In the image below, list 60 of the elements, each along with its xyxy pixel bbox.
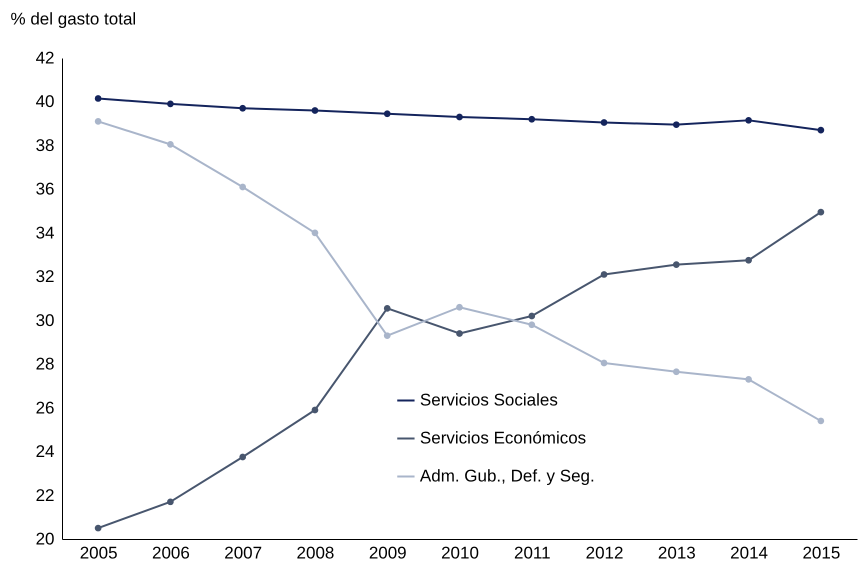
x-tick-label: 2011 bbox=[514, 544, 551, 562]
x-tick-label: 2005 bbox=[80, 544, 118, 562]
point bbox=[528, 312, 536, 320]
x-tick-label: 2013 bbox=[658, 544, 696, 562]
point bbox=[672, 121, 680, 128]
point bbox=[745, 256, 752, 264]
x-tick-label: 2006 bbox=[152, 544, 190, 562]
y-tick-label: 26 bbox=[36, 398, 54, 418]
point bbox=[239, 104, 246, 112]
point bbox=[818, 126, 824, 134]
x-tick-label: 2008 bbox=[296, 544, 334, 562]
point bbox=[456, 330, 463, 337]
point bbox=[94, 95, 102, 102]
x-tick-label: 2012 bbox=[586, 544, 624, 562]
point bbox=[167, 498, 174, 506]
point bbox=[745, 116, 752, 124]
x-tick-label: 2009 bbox=[368, 544, 407, 562]
point bbox=[312, 107, 318, 114]
y-tick-label: 34 bbox=[36, 223, 54, 242]
point bbox=[818, 208, 824, 216]
point bbox=[384, 332, 391, 340]
point bbox=[312, 406, 318, 414]
point bbox=[239, 454, 246, 460]
legend-label: Servicios Económicos bbox=[420, 428, 586, 448]
x-tick-label: 2014 bbox=[730, 544, 768, 562]
point bbox=[239, 184, 246, 190]
point bbox=[94, 118, 102, 125]
point bbox=[528, 116, 536, 123]
y-tick-label: 38 bbox=[36, 136, 54, 155]
point bbox=[312, 230, 318, 236]
point bbox=[600, 119, 608, 126]
legend-label: Adm. Gub., Def. y Seg. bbox=[420, 466, 595, 486]
point bbox=[167, 141, 174, 148]
y-tick-label: 42 bbox=[36, 48, 54, 68]
point bbox=[745, 376, 752, 383]
x-tick-label: 2015 bbox=[802, 544, 840, 562]
y-tick-label: 32 bbox=[36, 267, 54, 286]
point bbox=[456, 304, 463, 311]
y-tick-label: 20 bbox=[36, 530, 54, 548]
point bbox=[528, 321, 536, 328]
point bbox=[672, 368, 680, 376]
y-tick-label: 36 bbox=[36, 180, 54, 199]
y-tick-label: 30 bbox=[36, 310, 54, 330]
point bbox=[167, 100, 174, 108]
y-axis-title: % del gasto total bbox=[10, 10, 136, 28]
y-tick-label: 22 bbox=[36, 486, 54, 505]
point bbox=[384, 110, 391, 118]
point bbox=[456, 114, 463, 120]
point bbox=[94, 524, 102, 532]
x-tick-label: 2007 bbox=[224, 544, 262, 562]
x-tick-label: 2010 bbox=[441, 544, 479, 562]
point bbox=[384, 304, 391, 312]
y-tick-label: 24 bbox=[36, 442, 54, 462]
point bbox=[672, 261, 680, 268]
point bbox=[818, 418, 824, 424]
legend-label: Servicios Sociales bbox=[420, 390, 558, 410]
point bbox=[600, 271, 608, 278]
y-tick-label: 28 bbox=[36, 354, 54, 374]
point bbox=[600, 360, 608, 366]
y-tick-label: 40 bbox=[36, 92, 54, 112]
